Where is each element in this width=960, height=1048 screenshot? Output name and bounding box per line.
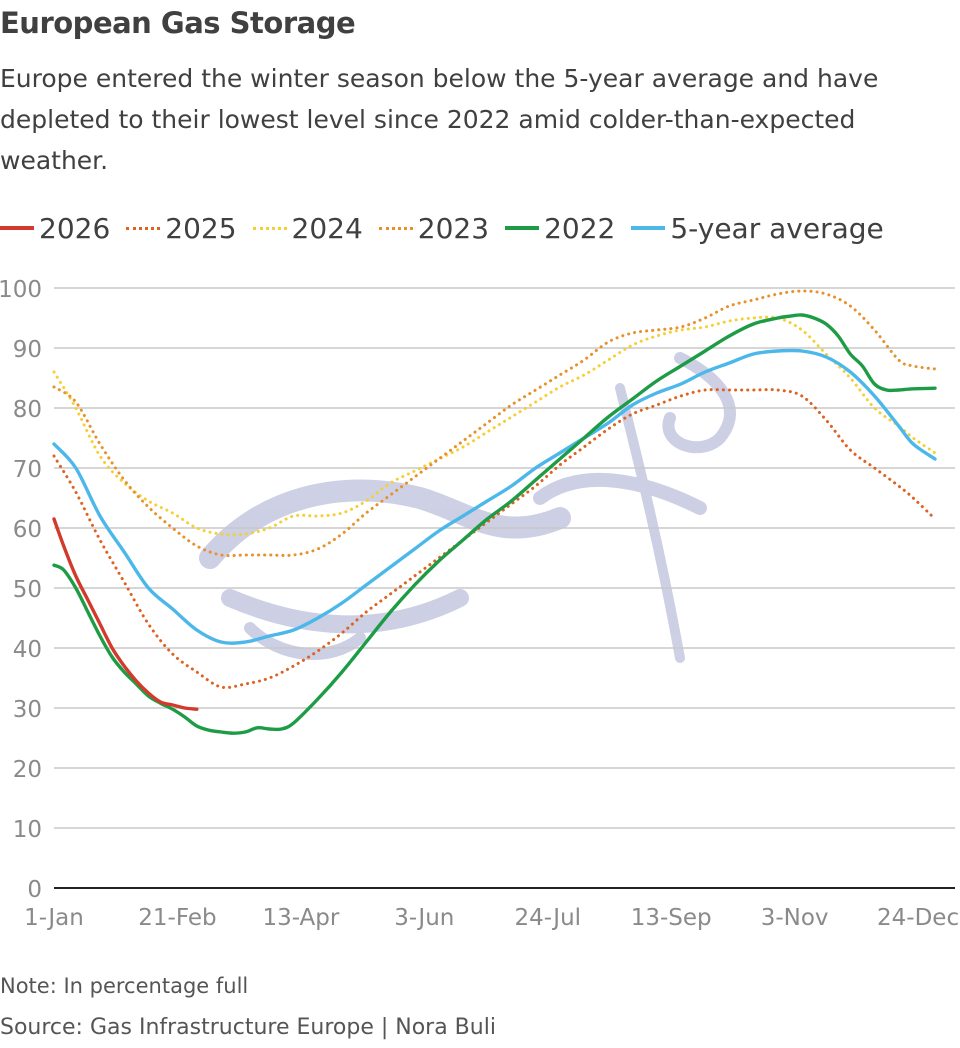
legend-swatch <box>0 226 34 230</box>
legend-item-5-year-average: 5-year average <box>631 211 884 245</box>
legend-swatch <box>505 226 540 230</box>
series-line-5-year-average <box>52 348 937 645</box>
y-tick-label: 30 <box>13 697 42 723</box>
chart-subtitle: Europe entered the winter season below t… <box>0 64 879 175</box>
y-tick-label: 100 <box>0 277 42 303</box>
chart-source: Source: Gas Infrastructure Europe | Nora… <box>0 1015 496 1040</box>
legend-item-2025: 2025 <box>126 211 237 245</box>
series-line-2025 <box>52 388 937 690</box>
legend-item-2023: 2023 <box>378 211 490 245</box>
chart-note: Note: In percentage full <box>0 974 249 998</box>
legend-swatch <box>126 226 161 230</box>
legend-label: 2024 <box>291 211 363 245</box>
y-tick-label: 10 <box>13 817 42 843</box>
legend-label: 5-year average <box>670 211 884 245</box>
watermark-logo <box>199 352 736 663</box>
series-line-2026 <box>52 517 199 711</box>
x-tick-label: 1-Jan <box>24 905 84 931</box>
legend-label: 2025 <box>165 211 237 245</box>
line-chart: 0 10 20 30 40 50 60 70 80 90 100 1-Jan 21-Feb 13-Apr 3… <box>0 277 959 931</box>
y-tick-label: 70 <box>13 457 42 483</box>
x-tick-label: 13-Apr <box>262 905 339 931</box>
y-tick-label: 50 <box>13 577 42 603</box>
x-tick-label: 24-Jul <box>514 905 581 931</box>
legend-swatch <box>252 226 287 230</box>
y-tick-label: 40 <box>13 637 42 663</box>
x-tick-label: 3-Jun <box>394 905 454 931</box>
y-tick-label: 80 <box>13 397 42 423</box>
y-tick-label: 0 <box>27 877 42 903</box>
legend: 2026 2025 2024 2023 2022 5-year average <box>0 208 900 248</box>
legend-label: 2022 <box>544 211 616 245</box>
legend-swatch <box>378 226 413 230</box>
series-line-2023 <box>52 289 937 558</box>
legend-item-2022: 2022 <box>505 212 615 245</box>
legend-label: 2026 <box>39 211 111 245</box>
legend-swatch <box>631 226 666 230</box>
y-tick-label: 90 <box>13 337 42 363</box>
x-tick-label: 13-Sep <box>631 905 712 931</box>
series-line-2024 <box>52 315 937 537</box>
y-tick-label: 60 <box>13 517 42 543</box>
legend-item-2026: 2026 <box>0 212 110 245</box>
legend-item-2024: 2024 <box>252 211 363 245</box>
y-tick-label: 20 <box>13 757 42 783</box>
x-tick-label: 24-Dec <box>877 905 959 931</box>
legend-label: 2023 <box>417 211 490 245</box>
chart-title: European Gas Storage <box>0 6 356 40</box>
x-tick-label: 3-Nov <box>761 905 829 931</box>
x-tick-label: 21-Feb <box>138 905 216 931</box>
